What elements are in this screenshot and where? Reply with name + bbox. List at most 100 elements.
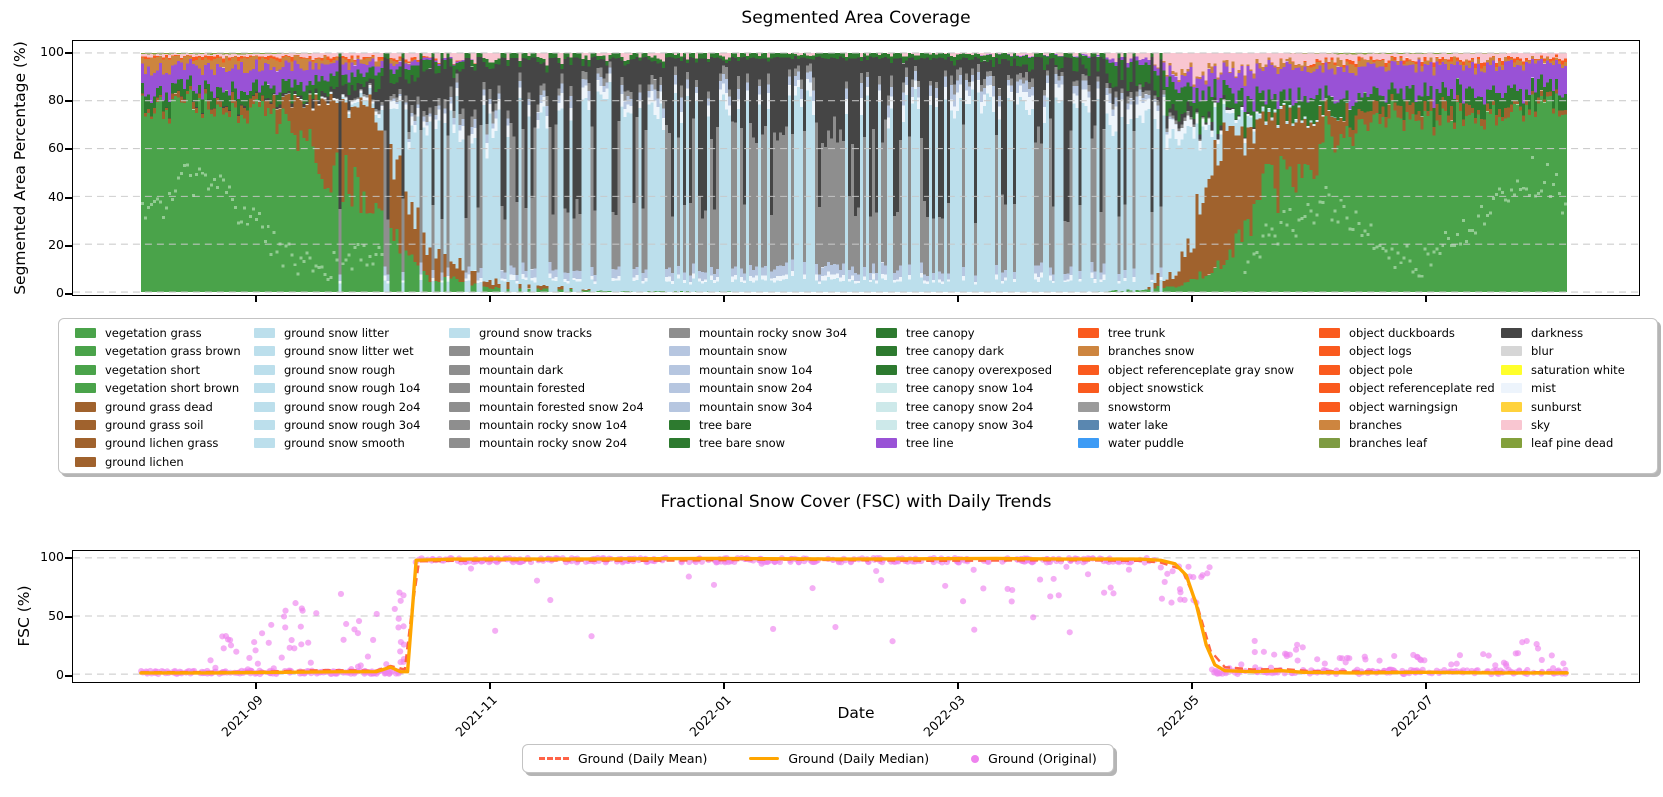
legend-item: ground snow litter wet <box>254 344 414 358</box>
legend-item-label: tree canopy snow 1o4 <box>906 381 1034 396</box>
tick-mark <box>255 683 257 689</box>
legend-item-label: ground snow litter <box>284 326 389 340</box>
legend-item: ground snow smooth <box>254 436 405 450</box>
legend-swatch <box>876 383 897 394</box>
legend-item-label: mountain rocky snow 2o4 <box>479 436 628 451</box>
top-y-tick-label: 0 <box>56 285 64 300</box>
bottom-y-tick-label: 50 <box>48 608 64 623</box>
legend-swatch <box>449 328 470 338</box>
legend-swatch <box>669 364 690 375</box>
bottom-plot-area <box>72 550 1640 683</box>
bottom-plot-svg <box>73 554 1639 678</box>
tick-mark <box>723 296 725 302</box>
legend-item-label: object referenceplate gray snow <box>1108 362 1295 377</box>
legend-swatch <box>876 328 897 338</box>
legend-item: tree bare snow <box>669 436 785 450</box>
legend-item-label: ground grass dead <box>105 399 213 414</box>
legend-item: tree canopy snow 1o4 <box>876 381 1033 395</box>
legend-swatch <box>254 383 275 394</box>
legend-item: ground snow rough 1o4 <box>254 381 420 395</box>
legend-item: ground grass dead <box>75 400 213 414</box>
legend-item-label: object warningsign <box>1349 399 1458 414</box>
legend-swatch <box>876 438 897 449</box>
legend-swatch <box>669 420 690 430</box>
bottom-chart-title: Fractional Snow Cover (FSC) with Daily T… <box>660 492 1052 512</box>
legend-item-label: tree bare snow <box>699 436 786 451</box>
legend-swatch <box>1319 420 1340 430</box>
legend-swatch <box>876 401 897 412</box>
tick-mark <box>957 296 959 302</box>
legend-item-label: leaf pine dead <box>1531 436 1614 451</box>
fsc-legend-item: Ground (Daily Mean) <box>539 751 707 766</box>
tick-mark <box>489 683 491 689</box>
legend-swatch <box>449 420 470 430</box>
legend-item: ground grass soil <box>75 418 203 432</box>
legend-item-label: blur <box>1531 344 1554 359</box>
legend-item-label: ground grass soil <box>105 418 204 432</box>
legend-swatch <box>254 364 275 375</box>
legend-swatch <box>669 401 690 412</box>
legend-swatch <box>254 346 275 357</box>
legend-item: tree bare <box>669 418 752 432</box>
legend-item: sunburst <box>1501 400 1581 414</box>
solid-line-sample <box>749 756 780 761</box>
legend-item: object pole <box>1319 363 1413 377</box>
tick-mark <box>65 557 72 559</box>
tick-mark <box>723 683 725 689</box>
legend-item-label: water lake <box>1108 418 1168 432</box>
legend-item: ground snow rough 2o4 <box>254 400 420 414</box>
legend-item-label: vegetation short <box>105 362 201 377</box>
legend-item: blur <box>1501 344 1554 358</box>
legend-item-label: tree canopy <box>906 326 975 340</box>
segmentation-legend: vegetation grass vegetation grass brown ve… <box>58 318 1658 474</box>
legend-item-label: tree line <box>906 436 954 451</box>
legend-item-label: object snowstick <box>1108 381 1204 396</box>
top-y-tick-label: 80 <box>48 92 64 107</box>
legend-item: tree trunk <box>1078 326 1165 340</box>
legend-item: ground lichen <box>75 455 184 469</box>
top-plot-area <box>72 40 1640 296</box>
tick-mark <box>1425 683 1427 689</box>
legend-item-label: mountain rocky snow 3o4 <box>699 326 848 340</box>
legend-item: saturation white <box>1501 363 1625 377</box>
legend-item: object snowstick <box>1078 381 1204 395</box>
tick-mark <box>65 675 72 677</box>
legend-item-label: branches leaf <box>1349 436 1428 451</box>
legend-item: tree canopy <box>876 326 975 340</box>
legend-item: mountain forested <box>449 381 585 395</box>
legend-item: vegetation short <box>75 363 200 377</box>
legend-item-label: ground snow litter wet <box>284 344 414 359</box>
legend-swatch <box>449 364 470 375</box>
legend-item: mountain <box>449 344 534 358</box>
x-tick-label: 2022-01 <box>686 692 734 740</box>
legend-item: water puddle <box>1078 436 1184 450</box>
legend-item: mountain rocky snow 2o4 <box>449 436 627 450</box>
fsc-legend-item: Ground (Daily Median) <box>749 751 929 766</box>
legend-swatch <box>1319 346 1340 357</box>
legend-swatch <box>254 420 275 430</box>
legend-item-label: ground snow smooth <box>284 436 405 451</box>
legend-item-label: ground lichen grass <box>105 436 219 451</box>
legend-swatch <box>1078 364 1099 375</box>
legend-swatch <box>669 346 690 357</box>
tick-mark <box>65 148 72 150</box>
legend-swatch <box>75 401 96 412</box>
tick-mark <box>489 296 491 302</box>
legend-item: mountain rocky snow 1o4 <box>449 418 627 432</box>
legend-item: leaf pine dead <box>1501 436 1613 450</box>
legend-swatch <box>1078 401 1099 412</box>
x-tick-label: 2022-03 <box>920 692 968 740</box>
x-tick-label: 2022-07 <box>1388 692 1436 740</box>
legend-item: ground snow rough 3o4 <box>254 418 420 432</box>
x-tick-label: 2021-11 <box>452 692 500 740</box>
legend-swatch <box>1319 364 1340 375</box>
legend-swatch <box>1501 383 1522 394</box>
legend-item-label: ground snow rough 2o4 <box>284 399 421 414</box>
x-tick-label: 2022-05 <box>1154 692 1202 740</box>
legend-swatch <box>254 438 275 449</box>
legend-item-label: object referenceplate red <box>1349 381 1495 396</box>
legend-item-label: tree canopy snow 3o4 <box>906 418 1034 432</box>
legend-swatch <box>75 364 96 375</box>
legend-item-label: ground snow rough 3o4 <box>284 418 421 432</box>
legend-item: tree canopy snow 2o4 <box>876 400 1033 414</box>
